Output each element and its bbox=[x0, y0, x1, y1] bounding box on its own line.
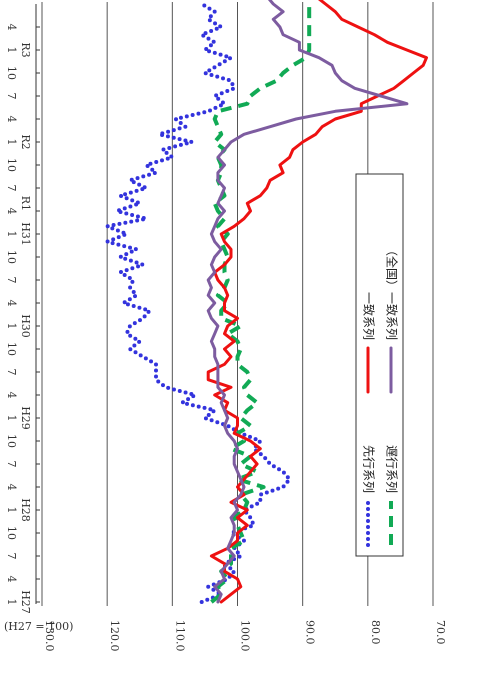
legend-label: 遅行系列 bbox=[385, 445, 399, 493]
x-tick-label: 7 bbox=[5, 93, 18, 100]
x-tick-label: 7 bbox=[5, 185, 18, 192]
y-tick-label: 120.0 bbox=[108, 620, 121, 652]
x-tick-label: 4 bbox=[5, 392, 18, 399]
x-tick-label: 1 bbox=[5, 323, 18, 330]
series-lines bbox=[105, 0, 428, 604]
legend-label: 一致系列 bbox=[362, 292, 376, 340]
y-tick-labels: 130.0 120.0 110.0 100.0 90.0 80.0 70.0 bbox=[43, 620, 447, 652]
x-tick-label: 1 bbox=[5, 231, 18, 238]
y-tick-label: 70.0 bbox=[434, 620, 447, 645]
x-year-label: H31 bbox=[19, 222, 32, 246]
x-tick-label: 1 bbox=[5, 599, 18, 606]
x-tick-label: 1 bbox=[5, 415, 18, 422]
x-year-label: H30 bbox=[19, 314, 32, 338]
x-tick-label: 4 bbox=[5, 24, 18, 31]
x-year-label: R3 bbox=[19, 42, 32, 57]
x-tick-label: 10 bbox=[5, 158, 18, 172]
x-year-label: R2 bbox=[19, 134, 32, 149]
x-tick-label: 7 bbox=[5, 461, 18, 468]
x-tick-label: 10 bbox=[5, 250, 18, 264]
legend-box bbox=[355, 173, 404, 557]
legend-label: 先行系列 bbox=[362, 445, 376, 493]
series-line-1 bbox=[105, 2, 292, 604]
x-year-label: H29 bbox=[19, 406, 32, 430]
x-tick-label: 10 bbox=[5, 66, 18, 80]
x-year-label: H27 bbox=[19, 590, 32, 614]
y-tick-label: 110.0 bbox=[173, 620, 186, 652]
y-tick-label: 130.0 bbox=[43, 620, 56, 652]
x-tick-label: 1 bbox=[5, 47, 18, 54]
legend: 先行系列 遅行系列 一致系列 （全国）一致系列 bbox=[355, 173, 404, 557]
x-tick-label: 4 bbox=[5, 484, 18, 491]
x-tick-label: 7 bbox=[5, 553, 18, 560]
x-tick-label: 10 bbox=[5, 342, 18, 356]
x-tick-label: 4 bbox=[5, 116, 18, 123]
series-line-4 bbox=[206, 0, 409, 604]
x-tick-label: 4 bbox=[5, 300, 18, 307]
x-tick-label: 1 bbox=[5, 139, 18, 146]
x-tick-label: 1 bbox=[5, 507, 18, 514]
x-axis: 14710147101471014710147101471014H27H28H2… bbox=[5, 4, 40, 614]
y-tick-label: 90.0 bbox=[304, 620, 317, 645]
y-tick-label: 80.0 bbox=[369, 620, 382, 645]
x-tick-label: 7 bbox=[5, 369, 18, 376]
x-tick-label: 4 bbox=[5, 208, 18, 215]
y-tick-label: 100.0 bbox=[239, 620, 252, 652]
unit-label: (H27 = 100) bbox=[4, 620, 73, 633]
x-tick-label: 4 bbox=[5, 576, 18, 583]
legend-label: （全国）一致系列 bbox=[385, 244, 400, 340]
x-tick-label: 10 bbox=[5, 434, 18, 448]
x-tick-label: 7 bbox=[5, 277, 18, 284]
x-tick-label: 10 bbox=[5, 526, 18, 540]
x-year-label: R1 bbox=[19, 196, 32, 211]
series-line-2 bbox=[210, 4, 312, 604]
x-year-label: H28 bbox=[19, 498, 32, 522]
